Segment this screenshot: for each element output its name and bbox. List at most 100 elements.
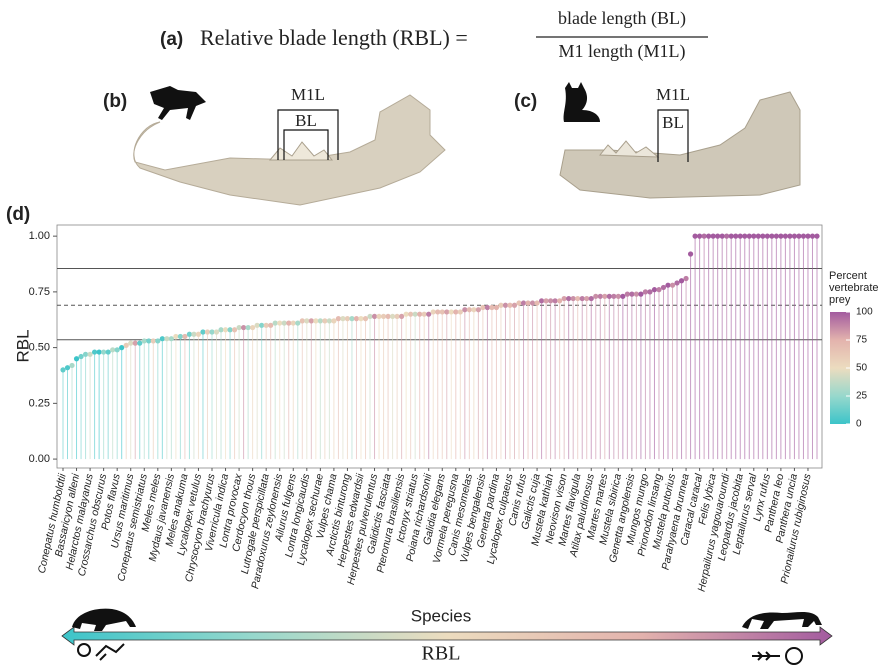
point [769, 234, 774, 239]
point [413, 312, 418, 317]
point [440, 309, 445, 314]
point [200, 329, 205, 334]
point [241, 325, 246, 330]
point [74, 356, 79, 361]
point [349, 316, 354, 321]
colorbar-tick-label: 75 [856, 335, 868, 346]
point [512, 303, 517, 308]
point [151, 338, 156, 343]
point [205, 329, 210, 334]
point [521, 300, 526, 305]
cat-icon [564, 82, 600, 122]
point [336, 316, 341, 321]
point [227, 327, 232, 332]
point [435, 309, 440, 314]
point [300, 318, 305, 323]
panel-label: (b) [103, 91, 127, 112]
point [449, 309, 454, 314]
point [273, 320, 278, 325]
point [426, 312, 431, 317]
point [656, 287, 661, 292]
point [367, 314, 372, 319]
point [566, 296, 571, 301]
point [327, 318, 332, 323]
point [60, 367, 65, 372]
point [516, 300, 521, 305]
point [422, 312, 427, 317]
point [408, 312, 413, 317]
point [318, 318, 323, 323]
point [309, 318, 314, 323]
panel-label: (d) [6, 204, 30, 225]
y-tick-label: 0.00 [29, 453, 50, 465]
point [733, 234, 738, 239]
point [431, 309, 436, 314]
point [65, 365, 70, 370]
point [259, 323, 264, 328]
point [562, 296, 567, 301]
point [729, 234, 734, 239]
point [720, 234, 725, 239]
colorbar-tick-label: 100 [856, 307, 873, 318]
point [665, 283, 670, 288]
y-tick-label: 0.75 [29, 286, 50, 298]
numerator: blade length (BL) [558, 8, 686, 29]
point [250, 325, 255, 330]
point [155, 338, 160, 343]
point [742, 234, 747, 239]
point [548, 298, 553, 303]
point [345, 316, 350, 321]
point [390, 314, 395, 319]
point [692, 234, 697, 239]
point [715, 234, 720, 239]
point [462, 307, 467, 312]
point [589, 296, 594, 301]
point [774, 234, 779, 239]
point [760, 234, 765, 239]
teeth [270, 142, 332, 160]
point [101, 349, 106, 354]
point [87, 352, 92, 357]
panel-label: (c) [514, 91, 537, 112]
point [417, 312, 422, 317]
point [638, 292, 643, 297]
point [191, 332, 196, 337]
point [674, 280, 679, 285]
point [625, 292, 630, 297]
point [801, 234, 806, 239]
point [738, 234, 743, 239]
point [178, 334, 183, 339]
point [164, 336, 169, 341]
point [106, 349, 111, 354]
point [494, 305, 499, 310]
point [553, 298, 558, 303]
point [304, 318, 309, 323]
point [476, 307, 481, 312]
point [530, 300, 535, 305]
figure: (a) Relative blade length (RBL) = blade … [0, 0, 882, 665]
jaw-c [560, 92, 800, 198]
point [507, 303, 512, 308]
point [544, 298, 549, 303]
point [661, 285, 666, 290]
point [277, 320, 282, 325]
point [133, 341, 138, 346]
point [616, 294, 621, 299]
point [471, 307, 476, 312]
point [584, 296, 589, 301]
point [115, 347, 120, 352]
point [652, 287, 657, 292]
point [670, 283, 675, 288]
m1l-label: M1L [656, 85, 690, 104]
y-tick-label: 1.00 [29, 230, 50, 242]
point [124, 343, 129, 348]
point [196, 332, 201, 337]
point [580, 296, 585, 301]
point [751, 234, 756, 239]
point [571, 296, 576, 301]
y-tick-label: 0.50 [29, 342, 50, 354]
point [236, 325, 241, 330]
point [340, 316, 345, 321]
point [291, 320, 296, 325]
point [629, 292, 634, 297]
